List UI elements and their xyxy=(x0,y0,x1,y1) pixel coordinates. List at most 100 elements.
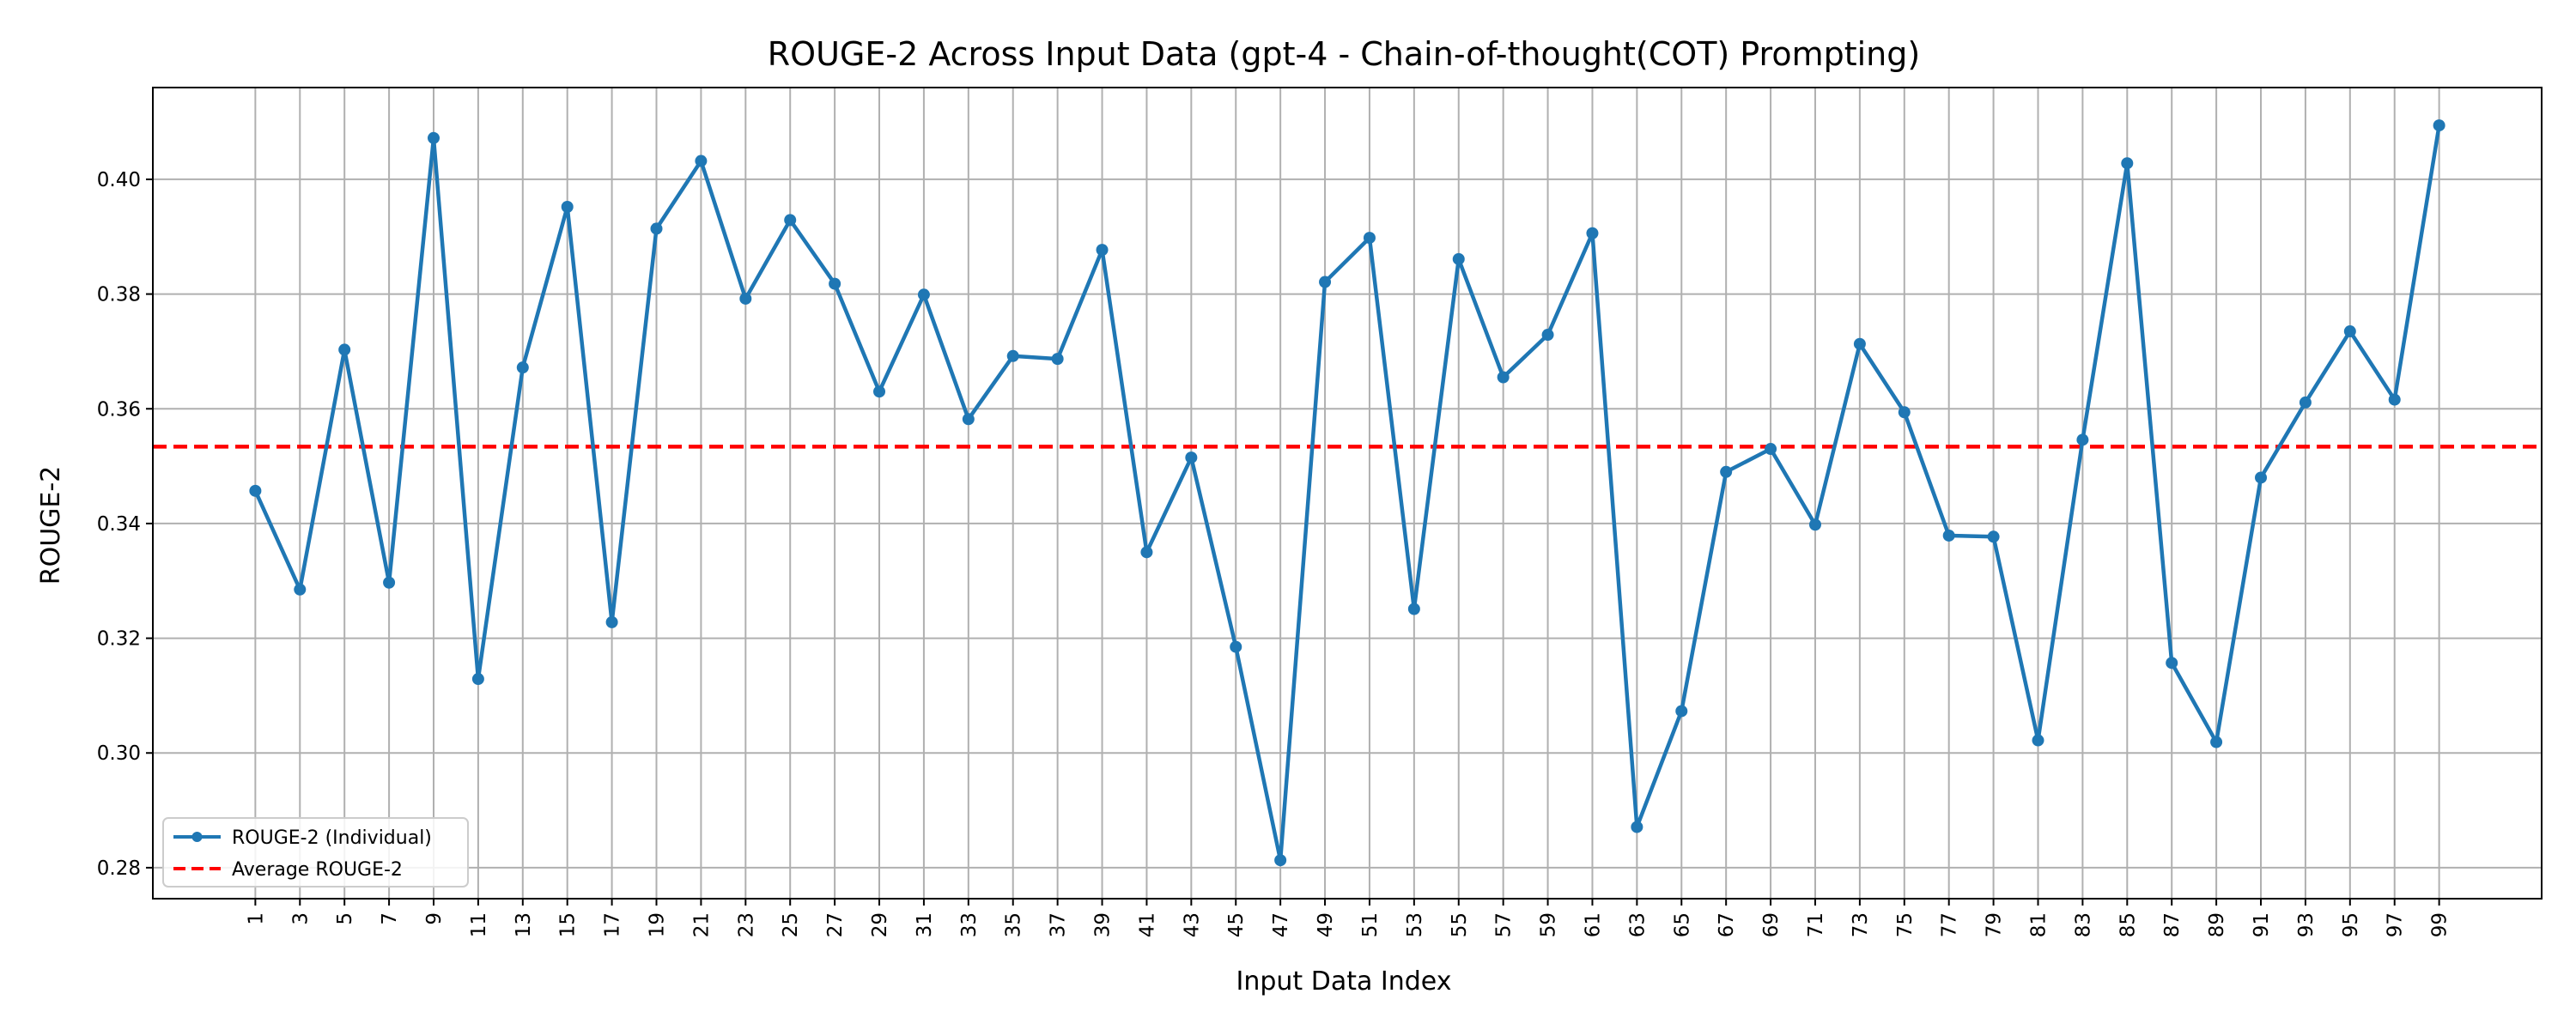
data-point xyxy=(427,131,440,144)
data-point xyxy=(2433,119,2445,132)
data-point xyxy=(1987,530,2000,543)
x-tick-label: 5 xyxy=(334,912,356,925)
x-tick-label: 95 xyxy=(2340,912,2362,937)
x-tick-label: 15 xyxy=(557,912,580,937)
chart-title: ROUGE-2 Across Input Data (gpt-4 - Chain… xyxy=(768,35,1920,73)
data-point xyxy=(1319,276,1332,288)
x-tick-label: 63 xyxy=(1626,912,1649,937)
data-point xyxy=(784,214,797,227)
data-point xyxy=(1497,371,1510,384)
legend-marker-individual xyxy=(191,832,203,842)
x-tick-label: 81 xyxy=(2027,912,2050,937)
data-point xyxy=(1274,854,1287,867)
x-tick-label: 61 xyxy=(1582,912,1604,937)
data-point xyxy=(2076,433,2089,446)
data-point xyxy=(471,673,484,686)
x-tick-label: 99 xyxy=(2429,912,2451,937)
x-axis-ticks: 1 3 5 7 9 11 13 15 17 19 21 23 25 27 29 31 33 35 37 39 41 43 4… xyxy=(245,899,2451,937)
data-point xyxy=(383,576,396,589)
series-line-individual xyxy=(253,124,2441,863)
y-tick-label: 0.34 xyxy=(97,513,141,536)
x-tick-label: 7 xyxy=(379,912,401,925)
data-point xyxy=(2255,471,2268,484)
data-point xyxy=(1051,353,1064,366)
data-point xyxy=(561,201,574,214)
data-point xyxy=(873,385,886,398)
x-tick-label: 59 xyxy=(1538,912,1560,937)
x-tick-label: 79 xyxy=(1984,912,2006,937)
x-tick-label: 49 xyxy=(1315,912,1337,937)
data-point xyxy=(739,292,752,305)
x-tick-label: 77 xyxy=(1939,912,1961,937)
x-tick-label: 85 xyxy=(2117,912,2139,937)
data-point xyxy=(338,343,351,356)
data-point xyxy=(1230,640,1242,653)
x-tick-label: 9 xyxy=(423,912,446,925)
x-tick-label: 17 xyxy=(602,912,624,937)
x-tick-label: 13 xyxy=(513,912,535,937)
x-tick-label: 89 xyxy=(2206,912,2228,937)
y-tick-label: 0.38 xyxy=(97,284,141,306)
data-point xyxy=(2343,325,2356,338)
data-point xyxy=(2032,734,2044,747)
data-point xyxy=(1452,252,1465,265)
data-point xyxy=(1765,443,1777,456)
x-tick-label: 91 xyxy=(2251,912,2273,937)
legend-label-individual: ROUGE-2 (Individual) xyxy=(232,827,432,849)
x-tick-label: 31 xyxy=(914,912,936,937)
data-point xyxy=(962,413,975,426)
data-point xyxy=(1631,821,1643,833)
y-tick-label: 0.32 xyxy=(97,628,141,651)
y-axis-ticks: 0.28 0.30 0.32 0.34 0.36 0.38 0.40 xyxy=(97,169,153,880)
x-tick-label: 45 xyxy=(1225,912,1248,937)
data-point xyxy=(1407,603,1420,615)
x-tick-label: 71 xyxy=(1805,912,1827,937)
x-axis-label: Input Data Index xyxy=(1236,966,1452,997)
x-tick-label: 43 xyxy=(1181,912,1203,937)
data-point xyxy=(1185,451,1198,464)
x-tick-label: 29 xyxy=(869,912,891,937)
x-tick-label: 25 xyxy=(780,912,802,937)
x-tick-label: 35 xyxy=(1003,912,1025,937)
data-point xyxy=(605,615,618,628)
x-tick-label: 51 xyxy=(1359,912,1382,937)
legend: ROUGE-2 (Individual) Average ROUGE-2 xyxy=(162,817,469,888)
data-point xyxy=(1808,518,1821,531)
data-point xyxy=(2121,157,2134,170)
x-tick-label: 23 xyxy=(735,912,757,937)
x-tick-label: 75 xyxy=(1894,912,1917,937)
data-point xyxy=(1898,406,1911,419)
plot-frame xyxy=(152,87,2543,900)
y-tick-label: 0.30 xyxy=(97,742,141,765)
data-point xyxy=(1675,705,1688,718)
x-tick-label: 83 xyxy=(2072,912,2094,937)
x-tick-label: 55 xyxy=(1449,912,1471,937)
y-axis-label: ROUGE-2 xyxy=(36,466,66,585)
x-tick-label: 33 xyxy=(958,912,981,937)
data-point xyxy=(2299,396,2312,409)
x-tick-label: 87 xyxy=(2161,912,2184,937)
x-tick-label: 21 xyxy=(690,912,713,937)
data-point xyxy=(650,222,663,235)
x-tick-label: 11 xyxy=(468,912,490,937)
data-point xyxy=(1853,337,1866,350)
data-point xyxy=(294,583,307,596)
y-tick-label: 0.40 xyxy=(97,169,141,191)
data-point xyxy=(829,277,841,290)
data-point xyxy=(1541,329,1554,342)
data-point xyxy=(249,484,262,497)
grid xyxy=(153,88,2542,899)
x-tick-label: 69 xyxy=(1760,912,1783,937)
data-point xyxy=(695,154,708,167)
x-tick-label: 19 xyxy=(647,912,669,937)
x-tick-label: 73 xyxy=(1850,912,1872,937)
x-tick-label: 3 xyxy=(289,912,312,925)
x-tick-label: 37 xyxy=(1048,912,1070,937)
x-tick-label: 67 xyxy=(1716,912,1738,937)
data-point xyxy=(1586,227,1599,239)
data-point xyxy=(2166,657,2178,670)
data-point xyxy=(917,288,930,301)
data-point xyxy=(1942,529,1955,542)
x-tick-label: 53 xyxy=(1404,912,1426,937)
